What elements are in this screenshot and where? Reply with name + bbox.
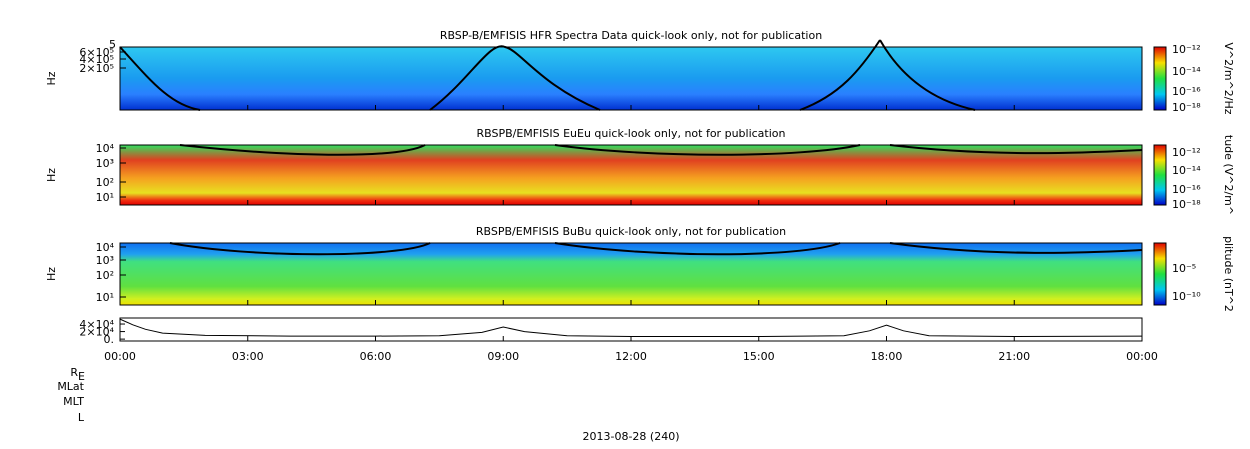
colorbar-tick-label: 10⁻¹² [1172,146,1201,159]
x-tick-label: 15:00 [743,350,775,363]
x-tick-label: 12:00 [615,350,647,363]
x-tick-label: 00:00 [1126,350,1158,363]
x-tick-label: 00:00 [104,350,136,363]
colorbar-label: tude (V^2/m^ [1222,135,1235,215]
ephemeris-label: R [70,366,78,379]
y-tick-label: 4×10⁴ [79,318,114,331]
y-tick-label: 10² [96,269,114,282]
y-tick-label: 10³ [96,254,114,267]
y-tick-label: 10² [96,176,114,189]
y-tick-label: 10¹ [96,191,114,204]
panel-title: RBSPB/EMFISIS BuBu quick-look only, not … [476,225,786,238]
x-tick-label: 18:00 [871,350,903,363]
colorbar-tick-label: 10⁻¹⁰ [1172,290,1201,303]
y-tick-label: 0. [104,333,115,346]
y-tick-label: 10³ [96,157,114,170]
colorbar-label: V^2/m^2/Hz [1222,42,1235,114]
colorbar-tick-label: 10⁻¹² [1172,43,1201,56]
colorbar-tick-label: 10⁻¹⁶ [1172,85,1201,98]
colorbar-tick-label: 10⁻¹⁶ [1172,183,1201,196]
x-tick-label: 21:00 [998,350,1030,363]
ephemeris-label: E [78,370,85,383]
panel-title: RBSPB/EMFISIS EuEu quick-look only, not … [476,127,785,140]
date-label: 2013-08-28 (240) [582,430,679,443]
y-tick-label: 4×10⁵ [79,53,114,66]
colorbar-tick-label: 10⁻¹⁴ [1172,65,1201,78]
data-line [119,318,1143,337]
ephemeris-label: L [78,411,85,424]
x-tick-label: 03:00 [232,350,264,363]
y-tick-label: 10⁴ [96,241,115,254]
colorbar-tick-label: 10⁻¹⁴ [1172,164,1201,177]
y-tick-label: 10¹ [96,291,114,304]
y-tick-exponent: 5 [109,38,116,51]
colorbar-tick-label: 10⁻¹⁸ [1172,101,1201,114]
y-axis-label: Hz [45,168,58,182]
ephemeris-label: MLat [57,380,84,393]
y-tick-label: 2×10⁵ [79,62,114,75]
x-tick-label: 06:00 [360,350,392,363]
y-axis-label: Hz [45,267,58,281]
y-tick-label: 10⁴ [96,142,115,155]
colorbar-tick-label: 10⁻⁵ [1172,262,1196,275]
colorbar-label: plitude (nT^2 [1222,236,1235,312]
panel-title: RBSP-B/EMFISIS HFR Spectra Data quick-lo… [440,29,822,42]
y-axis-label: Hz [45,71,58,85]
x-tick-label: 09:00 [487,350,519,363]
colorbar-tick-label: 10⁻¹⁸ [1172,198,1201,211]
layout [119,39,1167,342]
ephemeris-label: MLT [63,395,84,408]
y-tick-label: 2×10⁴ [79,326,114,339]
y-tick-label: 6×10⁵ [79,46,114,59]
